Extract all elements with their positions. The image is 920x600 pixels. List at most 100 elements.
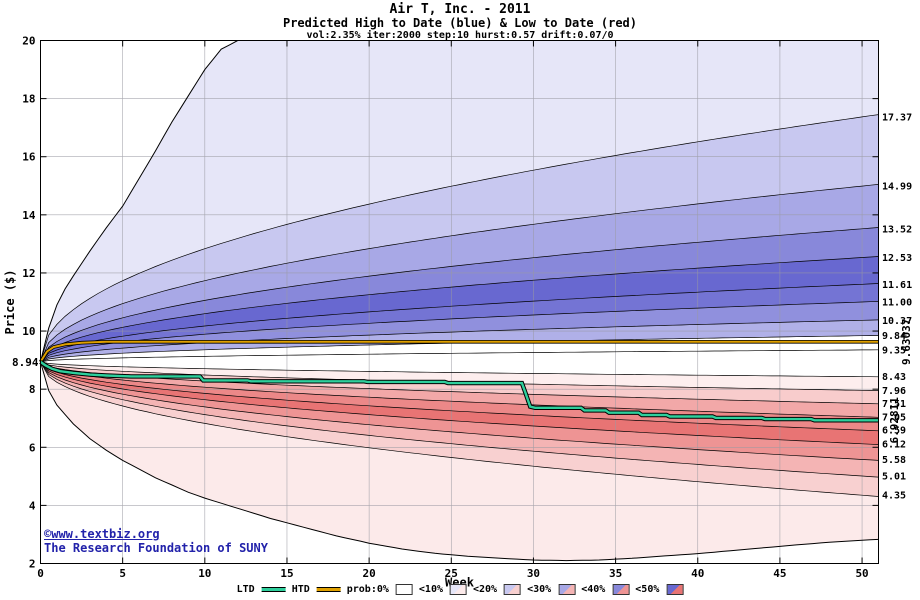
watermark-link[interactable]: ©www.textbiz.org (44, 527, 160, 541)
chart-subtitle: Predicted High to Date (blue) & Low to D… (282, 16, 637, 30)
band-end-label: 8.43 (882, 372, 906, 383)
legend-line-swatch (261, 587, 286, 592)
svg-text:6: 6 (29, 441, 36, 454)
band-end-label: 11.61 (882, 280, 912, 291)
percentile-line (40, 361, 879, 478)
watermark-org: The Research Foundation of SUNY (44, 541, 268, 555)
legend-box-swatch (450, 584, 467, 595)
prob-band (40, 361, 879, 478)
legend-box-swatch (504, 584, 522, 595)
band-end-label: 11.00 (882, 298, 912, 309)
legend-label-50: <50% (635, 584, 660, 595)
band-end-label: 5.01 (882, 472, 906, 483)
percentile-line (40, 361, 879, 445)
legend-box-swatch (395, 584, 413, 595)
percentile-line (40, 114, 879, 363)
axis-ticks (40, 40, 879, 564)
svg-text:5: 5 (119, 567, 126, 580)
legend-label-30: <30% (527, 584, 552, 595)
band-end-label: 5.58 (882, 455, 906, 466)
band-end-label: 14.99 (882, 182, 912, 193)
legend-label-htd: HTD (291, 584, 310, 595)
band-end-label: 9.35 (882, 345, 906, 356)
svg-text:25: 25 (445, 567, 458, 580)
band-end-label: 7.96 (882, 386, 906, 397)
percentile-line (40, 184, 879, 363)
legend-box-swatch (558, 584, 576, 595)
svg-text:2: 2 (29, 558, 36, 571)
percentile-line (40, 361, 879, 497)
svg-text:40: 40 (691, 567, 704, 580)
percentile-line (40, 361, 879, 405)
percentile-line (40, 256, 879, 363)
svg-text:20: 20 (363, 567, 376, 580)
band-end-label: 6.12 (882, 439, 906, 450)
percentile-line (40, 349, 879, 363)
percentile-line (40, 361, 879, 461)
band-end-label: 4.35 (882, 491, 906, 502)
percentile-line (40, 361, 879, 432)
legend-label-ltd: LTD (236, 584, 255, 595)
legend-label-10: <10% (418, 584, 443, 595)
band-end-label: 13.52 (882, 224, 912, 235)
prob-band (40, 361, 879, 431)
prob-band (40, 361, 879, 497)
legend-label-40: <40% (581, 584, 606, 595)
svg-text:50: 50 (855, 567, 868, 580)
svg-text:14: 14 (22, 209, 36, 222)
legend-label-prob0: prob:0% (346, 584, 389, 595)
boundary-lines (40, 40, 879, 562)
svg-text:18: 18 (22, 93, 35, 106)
prob-band (40, 361, 879, 561)
prob-band (40, 184, 879, 362)
band-end-label: 10.37 (882, 316, 912, 327)
htd-end-value: 9.63037 (900, 319, 913, 365)
band-end-label: 6.59 (882, 426, 906, 437)
percentile-line (40, 301, 879, 363)
chart-params: vol:2.35% iter:2000 step:10 hurst:0.57 d… (306, 30, 614, 41)
chart-title: Air T, Inc. - 2011 (389, 2, 531, 17)
prob-band (40, 361, 879, 418)
svg-text:16: 16 (22, 151, 36, 164)
percentile-line (40, 283, 879, 363)
ltd-line (39, 360, 879, 422)
svg-text:12: 12 (22, 267, 35, 280)
plot-border (40, 40, 879, 564)
chart-header: Air T, Inc. - 2011 Predicted High to Dat… (0, 2, 920, 42)
watermark: ©www.textbiz.org The Research Foundation… (44, 527, 268, 555)
svg-text:45: 45 (773, 567, 786, 580)
y-tick-labels: 2 4 6 8 10 12 14 16 18 20 (22, 35, 36, 571)
legend-label-20: <20% (473, 584, 498, 595)
band-end-labels: 9.35 9.84 10.37 11.00 11.61 12.53 13.52 14.99 17… (882, 112, 912, 501)
percentile-line (40, 361, 879, 378)
svg-text:4: 4 (29, 499, 36, 512)
y-axis-title: Price ($) (3, 269, 17, 334)
legend-box-swatch (612, 584, 630, 595)
prob-band (40, 283, 879, 362)
percentile-line (40, 361, 879, 418)
svg-text:15: 15 (280, 567, 293, 580)
svg-text:35: 35 (609, 567, 622, 580)
grid (40, 40, 879, 564)
x-tick-labels: 0 5 10 15 20 25 30 35 40 45 50 (37, 567, 869, 580)
envelope-line (40, 361, 879, 562)
legend: LTD HTD prob:0% <10% <20% <30% <40% <50% (237, 584, 684, 595)
prob-band (40, 361, 879, 461)
band-end-label: 17.37 (882, 112, 912, 123)
legend-line-swatch (316, 587, 341, 592)
svg-text:10: 10 (22, 325, 35, 338)
band-end-label: 7.05 (882, 412, 906, 423)
legend-box-swatch (666, 584, 684, 595)
htd-line (39, 340, 879, 363)
prob-band (40, 361, 879, 445)
prob-band (40, 40, 879, 362)
prob-band (40, 361, 879, 391)
svg-text:8: 8 (29, 383, 36, 396)
svg-text:0: 0 (37, 567, 44, 580)
percentile-line (40, 319, 879, 363)
band-end-label: 9.84 (882, 331, 906, 342)
band-end-label: 12.53 (882, 253, 912, 264)
prob-band (40, 256, 879, 362)
